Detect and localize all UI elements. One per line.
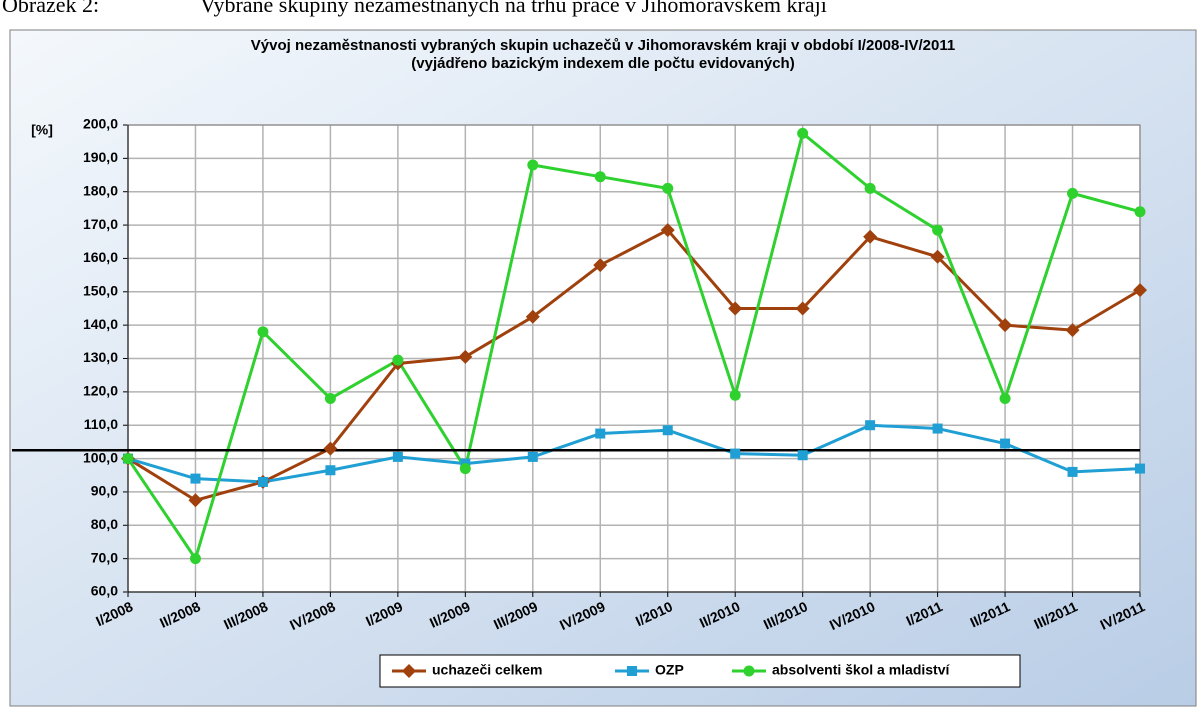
y-tick-label: 190,0	[83, 149, 118, 165]
marker-diamond	[188, 493, 203, 508]
marker-square	[797, 450, 808, 461]
marker-square	[190, 473, 201, 484]
y-tick-label: 130,0	[83, 349, 118, 365]
y-tick-label: 180,0	[83, 182, 118, 198]
marker-circle	[1067, 187, 1079, 199]
chart-subtitle: (vyjádřeno bazickým indexem dle počtu ev…	[411, 55, 794, 72]
y-tick-label: 150,0	[83, 282, 118, 298]
y-tick-label: 80,0	[91, 516, 118, 532]
marker-circle	[189, 553, 201, 565]
marker-square	[865, 420, 876, 431]
y-tick-label: 110,0	[84, 416, 118, 432]
marker-diamond	[593, 258, 608, 273]
marker-circle	[459, 463, 471, 475]
series-line	[127, 228, 1141, 502]
marker-square	[392, 451, 403, 462]
marker-square	[595, 428, 606, 439]
marker-circle	[122, 453, 134, 465]
y-tick-label: 60,0	[91, 583, 118, 599]
marker-square	[662, 425, 673, 436]
series-line	[126, 131, 1141, 561]
y-tick-label: 140,0	[83, 316, 118, 332]
legend-label: absolventi škol a mladiství	[772, 662, 951, 678]
marker-circle	[797, 127, 809, 139]
y-tick-label: 120,0	[83, 383, 118, 399]
marker-circle	[729, 389, 741, 401]
legend-label: OZP	[655, 662, 684, 678]
marker-circle	[257, 326, 269, 338]
y-axis-label: [%]	[31, 122, 53, 138]
marker-circle	[932, 224, 944, 236]
y-tick-label: 90,0	[91, 483, 118, 499]
y-tick-label: 200,0	[83, 116, 118, 132]
marker-circle	[999, 393, 1011, 405]
marker-square	[1067, 466, 1078, 477]
marker-square	[527, 451, 538, 462]
marker-diamond	[402, 664, 416, 678]
caption-label: Obrázek 2:	[2, 0, 99, 17]
marker-square	[932, 423, 943, 434]
marker-diamond	[930, 249, 945, 264]
marker-diamond	[323, 441, 338, 456]
marker-circle	[864, 182, 876, 194]
caption-text: Vybrané skupiny nezaměstnaných na trhu p…	[200, 0, 827, 17]
legend: uchazeči celkem OZP absolventi škol a mlad…	[379, 654, 1021, 688]
series-line	[127, 423, 1141, 484]
y-tick-label: 100,0	[83, 449, 118, 465]
marker-square	[627, 666, 637, 676]
marker-circle	[1134, 206, 1146, 218]
marker-diamond	[660, 223, 675, 238]
marker-diamond	[1065, 323, 1080, 338]
marker-square	[1000, 438, 1011, 449]
legend-label: uchazeči celkem	[432, 662, 543, 678]
marker-circle	[662, 182, 674, 194]
marker-circle	[527, 159, 539, 171]
marker-square	[1135, 463, 1145, 474]
marker-diamond	[525, 309, 540, 324]
marker-circle	[324, 393, 336, 405]
y-tick-label: 160,0	[83, 249, 118, 265]
marker-square	[730, 448, 741, 459]
marker-square	[257, 476, 268, 487]
marker-diamond	[728, 301, 743, 316]
chart-title: Vývoj nezaměstnanosti vybraných skupin u…	[251, 37, 955, 54]
marker-circle	[594, 171, 606, 183]
legend-frame	[379, 654, 1021, 688]
y-tick-label: 70,0	[91, 549, 118, 565]
marker-diamond	[795, 301, 810, 316]
marker-diamond	[998, 318, 1013, 333]
marker-diamond	[1133, 283, 1147, 298]
marker-diamond	[458, 349, 473, 364]
marker-diamond	[863, 229, 878, 244]
marker-circle	[392, 354, 404, 366]
marker-circle	[743, 665, 755, 677]
marker-square	[325, 465, 336, 476]
y-tick-label: 170,0	[83, 216, 118, 232]
